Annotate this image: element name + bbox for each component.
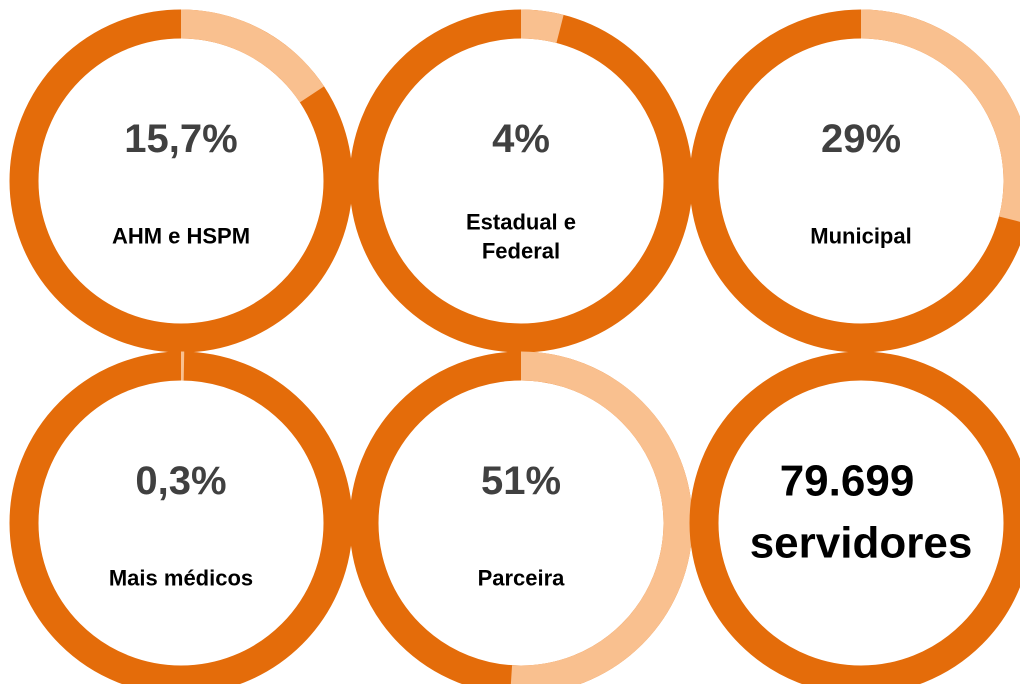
value-label: 15,7% <box>124 117 238 161</box>
donut-segment <box>180 9 325 103</box>
category-label: Estadual e Federal <box>465 209 577 263</box>
donut-segment <box>510 351 693 684</box>
total-unit: servidores <box>749 518 973 568</box>
total-ring <box>689 351 1020 684</box>
category-label: AHM e HSPM <box>111 223 251 249</box>
donut-segment <box>860 9 1020 222</box>
category-label: Municipal <box>810 223 912 249</box>
value-label: 4% <box>492 117 550 161</box>
donut-track <box>9 351 353 684</box>
value-label: 51% <box>480 459 562 503</box>
category-label: Mais médicos <box>108 565 254 591</box>
category-label: Parceira <box>477 565 565 591</box>
value-label: 0,3% <box>135 459 227 503</box>
donut-track <box>349 9 693 353</box>
total-value: 79.699 <box>779 456 915 506</box>
donut-segment <box>520 9 564 44</box>
value-label: 29% <box>820 117 902 161</box>
